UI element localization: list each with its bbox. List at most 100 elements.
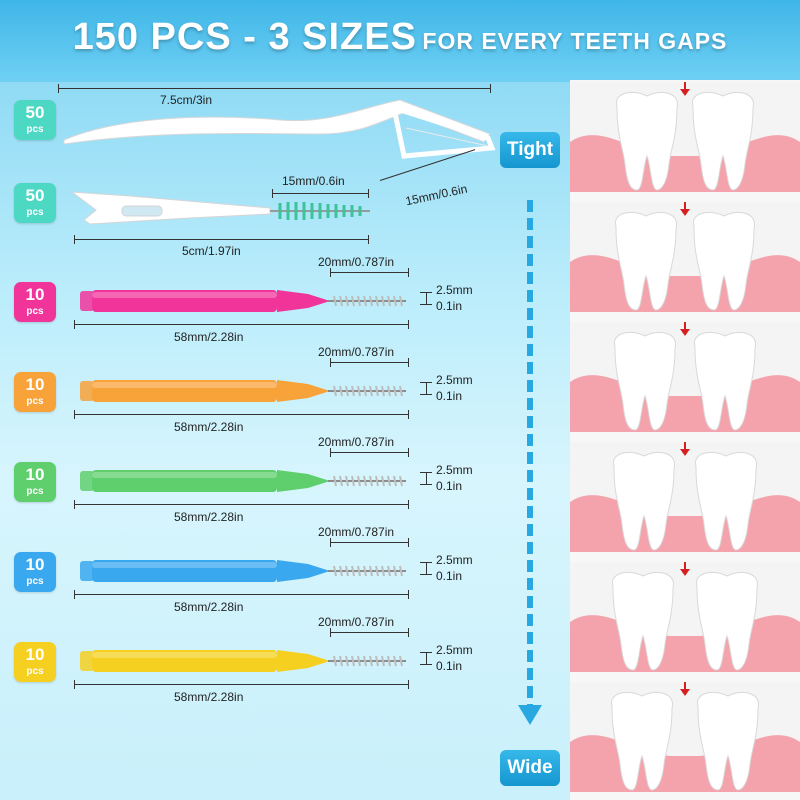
gap-indicator-arrow-icon — [680, 442, 690, 456]
brush-head-tick-right — [408, 268, 409, 277]
brush-length-label: 58mm/2.28in — [174, 330, 244, 344]
brush-head-label: 20mm/0.787in — [318, 255, 395, 269]
brush-badge-unit: pcs — [26, 576, 44, 587]
brush-gap-marker-bottom — [420, 664, 432, 665]
brush-gap-marker — [426, 472, 427, 484]
pick-brush-tick-left — [272, 189, 273, 198]
teeth-gap-panel — [570, 82, 800, 192]
header-banner — [0, 0, 800, 82]
brush-badge-number: 10 — [25, 465, 45, 484]
flosser-length-label: 7.5cm/3in — [160, 93, 213, 107]
brush-length-line — [74, 504, 408, 505]
brush-head-line — [330, 452, 408, 453]
brush-badge-unit: pcs — [26, 306, 44, 317]
brush-gap-mm: 2.5mm — [436, 553, 473, 567]
brush-head-tick-left — [330, 358, 331, 367]
brush-length-tick-left — [74, 320, 75, 329]
brush-length-label: 58mm/2.28in — [174, 690, 244, 704]
brush-gap-mm: 2.5mm — [436, 283, 473, 297]
brush-length-tick-left — [74, 590, 75, 599]
brush-length-line — [74, 414, 408, 415]
brush-length-line — [74, 684, 408, 685]
pick-length-line — [74, 239, 368, 240]
brush-length-line — [74, 594, 408, 595]
brush-gap-marker — [426, 652, 427, 664]
flosser-badge-number: 50 — [25, 103, 45, 122]
interdental-brush-image — [80, 650, 406, 672]
brush-length-label: 58mm/2.28in — [174, 600, 244, 614]
tight-to-wide-arrow-head — [518, 705, 542, 725]
brush-gap-marker-bottom — [420, 304, 432, 305]
pick-badge-number: 50 — [25, 186, 45, 205]
flosser-badge-unit: pcs — [26, 124, 44, 135]
brush-badge-number: 10 — [25, 375, 45, 394]
teeth-gap-panel — [570, 442, 800, 552]
interdental-brush-image — [80, 290, 406, 312]
brush-gap-mm: 2.5mm — [436, 643, 473, 657]
brush-gap-marker-bottom — [420, 484, 432, 485]
brush-head-tick-left — [330, 448, 331, 457]
gap-indicator-arrow-icon — [680, 682, 690, 696]
brush-gap-marker-bottom — [420, 574, 432, 575]
brush-badge-unit: pcs — [26, 666, 44, 677]
teeth-gap-panel — [570, 562, 800, 672]
flosser-quantity-badge: 50 pcs — [14, 100, 56, 140]
brush-head-label: 20mm/0.787in — [318, 435, 395, 449]
brush-quantity-badge: 10 pcs — [14, 282, 56, 322]
brush-gap-marker — [426, 382, 427, 394]
brush-length-tick-right — [408, 680, 409, 689]
page-title: 150 PCS - 3 SIZES FOR EVERY TEETH GAPS — [0, 16, 800, 59]
tight-to-wide-arrow-line — [527, 200, 533, 705]
brush-head-tick-right — [408, 538, 409, 547]
brush-gap-mm: 2.5mm — [436, 373, 473, 387]
wide-label: Wide — [500, 750, 560, 786]
pick-brush-line — [272, 193, 368, 194]
brush-length-tick-right — [408, 590, 409, 599]
brush-gap-marker-top — [420, 292, 432, 293]
brush-length-label: 58mm/2.28in — [174, 420, 244, 434]
brush-quantity-badge: 10 pcs — [14, 462, 56, 502]
interdental-pick-image — [70, 191, 370, 225]
brush-gap-in: 0.1in — [436, 569, 463, 583]
brush-head-tick-right — [408, 358, 409, 367]
brush-length-tick-left — [74, 500, 75, 509]
brush-badge-number: 10 — [25, 285, 45, 304]
brush-gap-mm: 2.5mm — [436, 463, 473, 477]
title-sub: FOR EVERY TEETH GAPS — [422, 28, 728, 54]
brush-quantity-badge: 10 pcs — [14, 642, 56, 682]
brush-head-line — [330, 272, 408, 273]
brush-length-tick-left — [74, 680, 75, 689]
gap-indicator-arrow-icon — [680, 82, 690, 96]
flosser-length-tick-left — [58, 84, 59, 93]
brush-head-tick-right — [408, 628, 409, 637]
gap-indicator-arrow-icon — [680, 562, 690, 576]
brush-gap-in: 0.1in — [436, 659, 463, 673]
brush-gap-marker-top — [420, 382, 432, 383]
brush-gap-marker-top — [420, 652, 432, 653]
brush-head-tick-right — [408, 448, 409, 457]
floss-pick-image — [63, 99, 496, 159]
flosser-length-tick-right — [490, 84, 491, 93]
brush-gap-in: 0.1in — [436, 479, 463, 493]
brush-gap-marker — [426, 562, 427, 574]
brush-head-line — [330, 362, 408, 363]
teeth-gap-panel — [570, 682, 800, 792]
brush-length-tick-right — [408, 410, 409, 419]
brush-gap-marker-top — [420, 562, 432, 563]
brush-badge-number: 10 — [25, 555, 45, 574]
brush-badge-unit: pcs — [26, 486, 44, 497]
brush-head-label: 20mm/0.787in — [318, 615, 395, 629]
brush-head-line — [330, 632, 408, 633]
pick-badge-unit: pcs — [26, 207, 44, 218]
brush-gap-marker-bottom — [420, 394, 432, 395]
teeth-gap-illustrations — [570, 80, 800, 800]
brush-head-tick-left — [330, 628, 331, 637]
pick-length-tick-left — [74, 235, 75, 244]
brush-length-tick-right — [408, 500, 409, 509]
brush-head-label: 20mm/0.787in — [318, 525, 395, 539]
brush-length-tick-left — [74, 410, 75, 419]
brush-gap-in: 0.1in — [436, 299, 463, 313]
brush-badge-unit: pcs — [26, 396, 44, 407]
brush-head-label: 20mm/0.787in — [318, 345, 395, 359]
gap-indicator-arrow-icon — [680, 202, 690, 216]
